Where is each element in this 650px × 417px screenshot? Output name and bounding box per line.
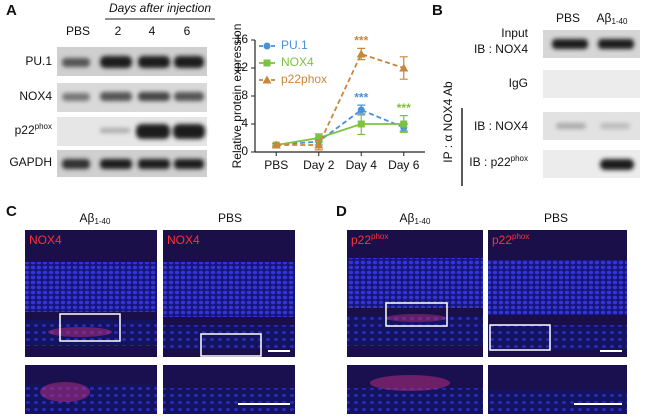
significance: ***: [354, 34, 368, 48]
lane-label: 6: [184, 24, 191, 38]
blot-label: NOX4: [19, 89, 52, 103]
stain-label: p22phox: [492, 232, 529, 247]
y-axis-label: Relative protein expression: [230, 24, 244, 169]
data-point: [400, 120, 408, 128]
legend-marker: [263, 59, 271, 67]
data-point: [399, 63, 409, 72]
y-tick-label: 0: [241, 144, 248, 158]
line-chart: Relative protein expression 0 4 8 12 16 PBS Da…: [230, 24, 425, 172]
lane-label: 4: [149, 24, 156, 38]
lane-label: PBS: [556, 11, 580, 25]
stain-label: NOX4: [29, 233, 62, 247]
micrographs: [25, 230, 295, 414]
data-point: [356, 49, 366, 58]
series-line: [276, 52, 405, 146]
blot-label: IB : p22phox: [469, 154, 528, 169]
lane-label: Aβ1-40: [597, 11, 628, 26]
legend-marker: [263, 42, 271, 50]
x-tick-label: Day 2: [303, 158, 335, 172]
column-label: Aβ1-40: [400, 211, 431, 226]
significance: ***: [397, 101, 411, 115]
legend-marker: [262, 75, 272, 84]
x-tick-label: PBS: [264, 158, 288, 172]
y-tick-label: 8: [241, 88, 248, 102]
blot-strips: [543, 30, 640, 178]
blot-label: p22phox: [15, 122, 52, 137]
panel-label: B: [432, 2, 443, 19]
panel-label: D: [336, 203, 347, 220]
column-label: PBS: [544, 211, 568, 225]
stain-label: p22phox: [351, 232, 388, 247]
data-point: [271, 140, 281, 149]
data-point: [357, 106, 365, 114]
column-label: PBS: [218, 211, 242, 225]
blot-label: GAPDH: [9, 155, 52, 169]
significance: ***: [354, 90, 368, 104]
stain-label: NOX4: [167, 233, 200, 247]
blot-strips: [57, 47, 207, 177]
data-point: [315, 134, 323, 142]
legend-label: p22phox: [281, 72, 327, 86]
data-point: [314, 140, 324, 149]
legend-label: PU.1: [281, 38, 308, 52]
y-tick-label: 12: [235, 60, 249, 74]
lane-label: PBS: [66, 24, 90, 38]
x-tick-label: Day 4: [346, 158, 378, 172]
column-label: Aβ1-40: [80, 211, 111, 226]
panel-label: A: [6, 2, 17, 19]
blot-label: PU.1: [25, 54, 52, 68]
data-point: [357, 120, 365, 128]
input-label: Input: [501, 26, 528, 40]
days-header: Days after injection: [109, 1, 211, 15]
y-tick-label: 4: [241, 116, 248, 130]
blot-label: IgG: [509, 76, 528, 90]
series-line: [276, 123, 404, 146]
x-tick-label: Day 6: [388, 158, 420, 172]
y-tick-label: 16: [235, 32, 249, 46]
blot-label: IB : NOX4: [474, 42, 528, 56]
panel-label: C: [6, 203, 17, 220]
blot-label: IB : NOX4: [474, 119, 528, 133]
legend-label: NOX4: [281, 55, 314, 69]
lane-label: 2: [115, 24, 122, 38]
series-line: [276, 108, 405, 146]
ip-label: IP : α NOX4 Ab: [441, 81, 455, 163]
micrographs: [347, 230, 627, 414]
